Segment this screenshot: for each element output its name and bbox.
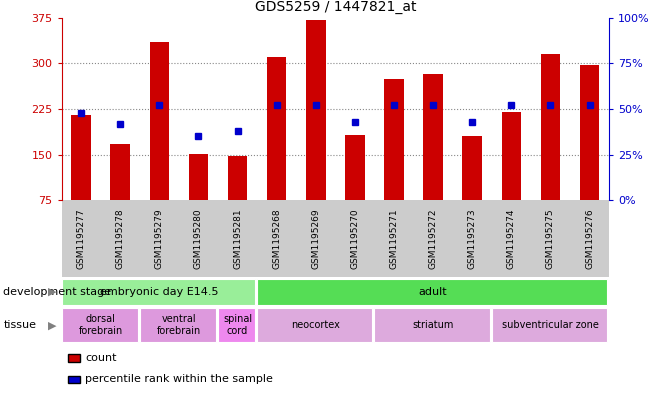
Bar <box>150 42 169 200</box>
Text: ventral
forebrain: ventral forebrain <box>157 314 201 336</box>
Title: GDS5259 / 1447821_at: GDS5259 / 1447821_at <box>255 0 416 14</box>
Text: ▶: ▶ <box>48 287 56 297</box>
Bar <box>71 115 91 200</box>
Bar <box>110 144 130 200</box>
Bar <box>423 74 443 200</box>
Bar <box>189 154 208 200</box>
Bar <box>306 20 325 200</box>
Text: development stage: development stage <box>3 287 111 297</box>
Text: subventricular zone: subventricular zone <box>502 320 599 330</box>
Text: striatum: striatum <box>412 320 454 330</box>
FancyBboxPatch shape <box>62 279 255 305</box>
Text: tissue: tissue <box>3 320 36 330</box>
FancyBboxPatch shape <box>257 279 607 305</box>
FancyBboxPatch shape <box>492 309 607 342</box>
Text: count: count <box>85 353 117 363</box>
Text: adult: adult <box>419 287 447 297</box>
Bar <box>463 136 482 200</box>
Bar <box>502 112 521 200</box>
Bar <box>580 64 599 200</box>
Bar <box>228 156 248 200</box>
FancyBboxPatch shape <box>375 309 490 342</box>
Text: embryonic day E14.5: embryonic day E14.5 <box>100 287 218 297</box>
Text: spinal
cord: spinal cord <box>223 314 252 336</box>
FancyBboxPatch shape <box>218 309 255 342</box>
Text: dorsal
forebrain: dorsal forebrain <box>78 314 123 336</box>
Bar <box>540 54 561 200</box>
Bar <box>384 79 404 200</box>
Text: ▶: ▶ <box>48 320 56 330</box>
Bar <box>267 57 286 200</box>
Text: percentile rank within the sample: percentile rank within the sample <box>85 374 273 384</box>
FancyBboxPatch shape <box>257 309 373 342</box>
Bar <box>345 135 365 200</box>
Text: neocortex: neocortex <box>292 320 340 330</box>
FancyBboxPatch shape <box>62 309 138 342</box>
FancyBboxPatch shape <box>140 309 216 342</box>
